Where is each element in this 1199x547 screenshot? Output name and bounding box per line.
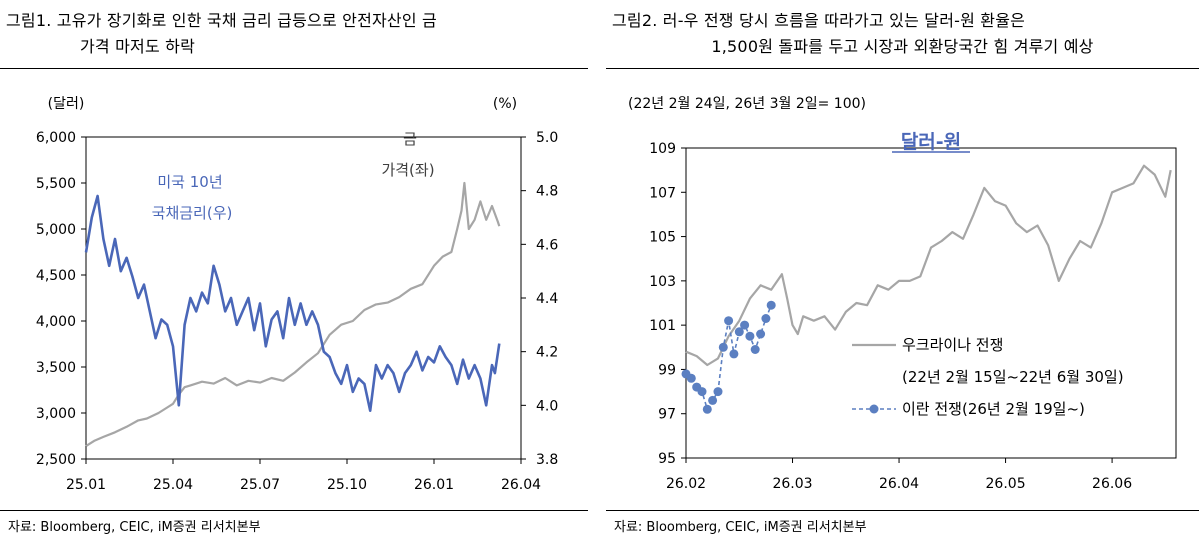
left-axis-tick-label: 6,000 (36, 130, 76, 146)
gold-series-label-line1: 금 (403, 130, 417, 148)
x-axis-tick-label: 26.03 (772, 476, 812, 492)
title-divider (606, 68, 1199, 69)
left-axis-tick-label: 5,500 (36, 176, 76, 192)
iran-war-point (756, 329, 766, 339)
iran-war-point (745, 331, 755, 341)
left-axis-tick-label: 4,000 (36, 314, 76, 330)
us10y-yield-line (84, 194, 501, 413)
x-axis-tick-label: 26.04 (501, 477, 541, 493)
x-axis-tick-label: 26.05 (986, 476, 1026, 492)
iran-war-point (713, 387, 723, 397)
y-axis-tick-label: 107 (649, 185, 676, 201)
y-axis-tick-label: 103 (649, 274, 676, 290)
x-axis-tick-label: 25.10 (327, 477, 367, 493)
iran-war-point (702, 404, 712, 414)
right-axis-tick-label: 4.2 (536, 345, 558, 361)
left-axis-tick-label: 5,000 (36, 222, 76, 238)
chart-title: 그림1. 고유가 장기화로 인한 국채 금리 급등으로 안전자산인 금 가격 마… (6, 8, 582, 60)
iran-war-point (761, 314, 771, 323)
legend-iran-marker (869, 404, 879, 414)
y-axis-tick-label: 99 (658, 362, 676, 378)
iran-war-point (729, 349, 739, 359)
us10y-series-label-line2: 국채금리(우) (152, 204, 233, 222)
chart-title-line2: 가격 마저도 하락 (80, 37, 196, 56)
index-base-note: (22년 2월 24일, 26년 3월 2일= 100) (628, 96, 866, 112)
iran-war-point (686, 373, 696, 383)
us10y-series-label-line1: 미국 10년 (157, 173, 222, 191)
right-axis-tick-label: 3.8 (536, 452, 558, 468)
inner-chart-title: 달러-원 (901, 131, 961, 153)
iran-war-point (750, 345, 760, 354)
x-axis-tick-label: 25.04 (153, 477, 193, 493)
y-axis-tick-label: 95 (658, 451, 676, 467)
right-axis-tick-label: 5.0 (536, 130, 558, 146)
chart-panel-gold-vs-treasury: 그림1. 고유가 장기화로 인한 국채 금리 급등으로 안전자산인 금 가격 마… (0, 0, 588, 547)
iran-war-point (734, 327, 744, 337)
right-axis-tick-label: 4.8 (536, 184, 558, 200)
left-axis-tick-label: 2,500 (36, 452, 76, 468)
chart-title-line1: 그림1. 고유가 장기화로 인한 국채 금리 급등으로 안전자산인 금 (6, 11, 437, 30)
iran-war-point (697, 387, 707, 397)
y-axis-tick-label: 109 (649, 141, 676, 157)
y-axis-tick-label: 105 (649, 230, 676, 246)
iran-war-point (766, 300, 776, 310)
x-axis-tick-label: 26.06 (1092, 476, 1132, 492)
y-axis-tick-label: 97 (658, 407, 676, 423)
x-axis-tick-label: 25.01 (66, 477, 106, 493)
chart-title-line2: 1,500원 돌파를 두고 시장과 외환당국간 힘 겨루기 예상 (711, 37, 1094, 56)
gold-price-line (85, 181, 501, 448)
title-divider (0, 68, 588, 69)
plot-area-frame (85, 136, 522, 460)
x-axis-tick-label: 25.07 (240, 477, 280, 493)
legend-ukraine-label: 우크라이나 전쟁 (902, 336, 1003, 354)
left-axis-tick-label: 3,000 (36, 406, 76, 422)
right-axis-tick-label: 4.4 (536, 291, 558, 307)
chart-panel-usdkrw: 그림2. 러-우 전쟁 당시 흐름을 따라가고 있는 달러-원 환율은 1,50… (606, 0, 1199, 547)
source-note: 자료: Bloomberg, CEIC, iM증권 리서치본부 (614, 520, 867, 535)
left-axis-unit: (달러) (48, 96, 85, 112)
source-divider (606, 510, 1199, 511)
iran-war-point (718, 342, 728, 352)
left-axis-tick-label: 3,500 (36, 360, 76, 376)
plot-area-frame (685, 147, 1177, 459)
iran-war-point (724, 316, 734, 326)
iran-war-point (740, 320, 750, 330)
x-axis-tick-label: 26.04 (879, 476, 919, 492)
x-axis-tick-label: 26.02 (666, 476, 706, 492)
source-divider (0, 510, 588, 511)
legend-iran-label: 이란 전쟁(26년 2월 19일~) (902, 400, 1085, 418)
left-axis-tick-label: 4,500 (36, 268, 76, 284)
chart-title-line1: 그림2. 러-우 전쟁 당시 흐름을 따라가고 있는 달러-원 환율은 (612, 11, 1026, 30)
gold-series-label-line2: 가격(좌) (381, 161, 434, 179)
x-axis-tick-label: 26.01 (414, 477, 454, 493)
iran-war-point (708, 395, 718, 405)
chart-2-canvas: 95 97 99 101 103 105 107 109 26.02 26.03 26.04 26.0… (628, 96, 1177, 492)
legend-ukraine-period: (22년 2월 15일~22년 6월 30일) (902, 368, 1124, 386)
ukraine-war-line (685, 164, 1172, 367)
right-axis-tick-label: 4.0 (536, 398, 558, 414)
right-axis-unit: (%) (493, 96, 517, 112)
chart-1-canvas: 2,500 3,000 3,500 4,000 4,500 5,000 5,500 6,000… (36, 96, 558, 493)
chart-title: 그림2. 러-우 전쟁 당시 흐름을 따라가고 있는 달러-원 환율은 1,50… (612, 8, 1193, 60)
y-axis-tick-label: 101 (649, 318, 676, 334)
right-axis-tick-label: 4.6 (536, 237, 558, 253)
source-note: 자료: Bloomberg, CEIC, iM증권 리서치본부 (8, 520, 261, 535)
